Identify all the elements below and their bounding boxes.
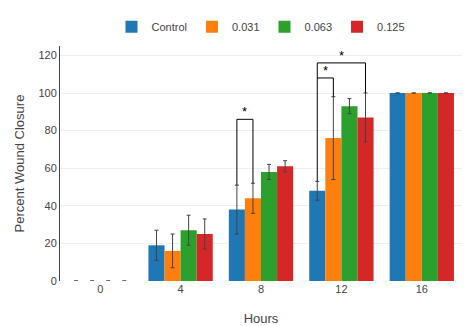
svg-text:4: 4 (178, 283, 184, 295)
svg-text:0: 0 (51, 275, 57, 287)
svg-text:Percent Wound Closure: Percent Wound Closure (12, 95, 27, 233)
svg-text:100: 100 (38, 87, 56, 99)
svg-text:16: 16 (416, 283, 428, 295)
svg-text:0.063: 0.063 (305, 21, 333, 33)
svg-text:80: 80 (45, 124, 57, 136)
svg-text:*: * (323, 63, 328, 78)
svg-text:Control: Control (152, 21, 187, 33)
svg-text:12: 12 (335, 283, 347, 295)
svg-text:8: 8 (258, 283, 264, 295)
svg-text:40: 40 (45, 200, 57, 212)
svg-text:0.125: 0.125 (377, 21, 405, 33)
svg-text:20: 20 (45, 237, 57, 249)
svg-text:0: 0 (97, 283, 103, 295)
svg-text:Hours: Hours (244, 311, 279, 326)
svg-text:*: * (339, 48, 344, 63)
svg-text:*: * (242, 104, 247, 119)
svg-text:120: 120 (38, 49, 56, 61)
svg-text:60: 60 (45, 162, 57, 174)
svg-text:0.031: 0.031 (232, 21, 260, 33)
